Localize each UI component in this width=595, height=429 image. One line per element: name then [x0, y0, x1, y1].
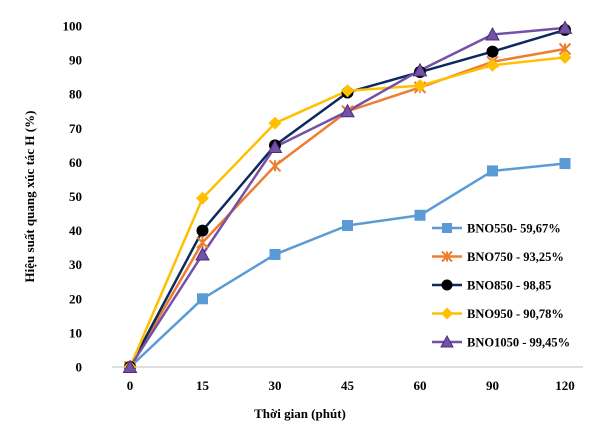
data-point — [486, 45, 499, 58]
x-tick-label: 0 — [127, 378, 134, 393]
y-tick-label: 20 — [69, 291, 82, 306]
y-tick-label: 0 — [76, 360, 83, 375]
data-point — [122, 359, 138, 373]
x-tick-label: 90 — [486, 378, 499, 393]
x-tick-label: 45 — [341, 378, 355, 393]
y-tick-labels: 0 10 20 30 40 50 60 70 80 90 100 — [63, 19, 83, 375]
data-point — [196, 236, 209, 249]
data-point — [442, 223, 452, 233]
legend-label: BNO950 - 90,78% — [467, 307, 564, 321]
data-point — [441, 250, 453, 263]
data-point — [269, 248, 281, 260]
data-point — [413, 79, 427, 93]
x-axis-title: Thời gian (phút) — [254, 406, 346, 421]
y-tick-label: 90 — [69, 53, 82, 68]
y-tick-label: 70 — [69, 121, 82, 136]
legend-label: BNO550- 59,67% — [467, 222, 561, 236]
y-tick-label: 30 — [69, 257, 82, 272]
data-point — [412, 62, 428, 77]
legend-label: BNO1050 - 99,45% — [467, 336, 570, 350]
y-axis-title: Hiệu suất quang xúc tác H (%) — [22, 111, 37, 283]
y-tick-label: 80 — [69, 87, 82, 102]
data-point — [559, 158, 571, 170]
data-point — [340, 103, 355, 118]
data-point — [441, 307, 453, 320]
legend-label: BNO850 - 98,85 — [467, 279, 551, 293]
x-tick-label: 120 — [555, 378, 575, 393]
y-tick-label: 50 — [69, 189, 82, 204]
data-point — [414, 209, 426, 221]
data-point — [196, 224, 209, 237]
x-tick-label: 15 — [196, 378, 210, 393]
data-point — [268, 116, 282, 130]
y-tick-label: 40 — [69, 223, 82, 238]
data-point — [486, 58, 499, 72]
legend-label: BNO750 - 93,25% — [467, 250, 564, 264]
data-point — [195, 246, 210, 261]
data-point — [341, 84, 354, 98]
data-point — [268, 159, 282, 173]
data-point — [267, 139, 283, 154]
y-tick-label: 10 — [69, 325, 82, 340]
x-tick-labels: 0 15 30 45 60 90 120 — [127, 378, 575, 393]
data-point — [441, 279, 453, 291]
data-point — [485, 26, 500, 41]
series-markers — [122, 20, 573, 374]
y-tick-label: 100 — [63, 19, 83, 34]
data-point — [342, 219, 353, 231]
x-tick-label: 60 — [414, 378, 427, 393]
x-tick-label: 30 — [269, 378, 282, 393]
legend: BNO550- 59,67% BNO750 - 93,25% BNO850 - 98… — [432, 222, 570, 350]
data-point — [197, 293, 208, 305]
y-tick-label: 60 — [69, 155, 82, 170]
data-point — [557, 20, 573, 34]
data-point — [558, 50, 572, 64]
data-point — [196, 191, 209, 205]
data-point — [440, 334, 454, 348]
data-point — [487, 165, 498, 177]
